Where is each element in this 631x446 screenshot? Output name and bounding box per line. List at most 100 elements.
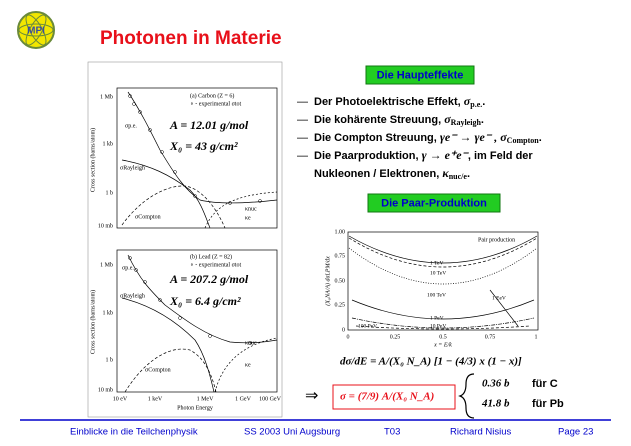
result-value: 0.36 b [482, 378, 510, 390]
text-part: . [467, 168, 470, 180]
curve-label: κe [245, 362, 251, 368]
text-part: p.e. [470, 100, 482, 109]
x-tick-label: 1 GeV [235, 396, 251, 402]
heading-box [365, 65, 475, 85]
curve-label: 1 EeV [492, 295, 506, 301]
footer-text: Richard Nisius [450, 427, 511, 438]
footer-text: Einblicke in die Teilchenphysik [70, 427, 198, 438]
plot-frame [116, 249, 278, 393]
x-tick-label: 100 GeV [259, 396, 281, 402]
text-part: γ → e⁺e⁻ [422, 148, 470, 162]
bullet: — [297, 96, 308, 108]
text-part: Die Compton Streuung, [314, 132, 440, 144]
x-tick-label: 0.25 [390, 334, 401, 340]
formula: A = 12.01 g/mol [169, 118, 249, 132]
text-part: γe⁻ → γe⁻ , σ [440, 130, 507, 144]
result-value: 41.8 b [481, 398, 510, 410]
figure-frame [87, 61, 283, 418]
x-tick-label: 0.75 [485, 334, 496, 340]
plot-title: Pair production [478, 237, 515, 243]
legend: ∘ - experimental σtot [190, 101, 241, 107]
text-part: . [481, 114, 484, 126]
y-tick-label: 0.25 [335, 302, 346, 308]
bullet: — [297, 132, 308, 144]
heading: Die Paar-Produktion [381, 197, 487, 209]
y-tick-label: 0.75 [335, 253, 346, 259]
curve-label: σRayleigh [120, 165, 145, 171]
curve-label: κe [245, 215, 251, 221]
y-tick-label: 1 kb [103, 310, 114, 316]
curve-label: 1 TeV [430, 260, 443, 266]
effects-list: — Der Photoelektrische Effekt, σp.e.. — Die… [297, 94, 542, 181]
footer-text: T03 [384, 427, 400, 438]
formula: σ = (7/9) A/(X₀ N_A) [340, 391, 434, 403]
curve-label: σRayleigh [120, 293, 145, 299]
arrow: ⇒ [305, 388, 318, 405]
text-part: Die kohärente Streuung, [314, 114, 444, 126]
effect-item: Die Paarproduktion, γ → e⁺e⁻, im Feld de… [314, 148, 533, 162]
curves [348, 235, 538, 330]
curves [121, 91, 278, 393]
x-axis-label: Photon Energy [177, 405, 213, 411]
x-axis-label: x = E/k [433, 342, 452, 348]
text-part: . [539, 132, 542, 144]
text-part: Rayleigh [451, 118, 482, 127]
curve-label: 10 TeV [430, 270, 446, 276]
curve-label: σCompton [135, 214, 161, 220]
text-part: , im Feld der [468, 150, 534, 162]
plot-frame [116, 87, 278, 229]
curve-label: κnuc [245, 206, 257, 212]
x-tick-label: 10 eV [113, 396, 128, 402]
curve-label: 100 TeV [427, 292, 446, 298]
logo: MPI [17, 11, 55, 49]
curve-label: σCompton [145, 367, 171, 373]
formula: dσ/dE = A/(X₀ N_A) [1 − (4/3) x (1 − x)] [340, 356, 522, 368]
heading-box [367, 193, 501, 213]
y-axis-label: Cross section (barns/atom) [89, 128, 96, 192]
effect-item: Nukleonen / Elektronen, κnuc/e. [314, 166, 470, 181]
y-tick-label: 1 b [106, 357, 114, 363]
curve-label: 10 PeV [430, 323, 446, 329]
y-tick-label: 10 mb [98, 387, 113, 393]
curve-label: σp.e. [122, 265, 134, 271]
panel-label: (b) Lead (Z = 82) [190, 253, 232, 260]
curve-label: 1 PeV [430, 315, 444, 321]
result-target: für Pb [532, 398, 564, 410]
formula: X₀ = 6.4 g/cm² [169, 294, 241, 308]
formula: X₀ = 43 g/cm² [169, 139, 238, 153]
y-tick-label: 10 mb [98, 223, 113, 229]
footer-text: Page 23 [558, 427, 593, 438]
logo-text: MPI [27, 26, 45, 37]
heading: Die Haupteffekte [377, 69, 464, 81]
text-part: nuc/e [449, 172, 468, 181]
plot-frame [347, 231, 539, 331]
y-axis-label: (X₀NA/A) dσLPM/dx [324, 256, 331, 306]
y-tick-label: 1 kb [103, 141, 114, 147]
y-tick-label: 0.50 [335, 278, 346, 284]
y-tick-label: 1.00 [335, 229, 346, 235]
text-part: σ [444, 112, 451, 126]
result-box [332, 384, 456, 410]
text-part: σ [464, 94, 471, 108]
result-target: für C [532, 378, 558, 390]
curve-label: κnuc [245, 340, 257, 346]
effect-item: Die Compton Streuung, γe⁻ → γe⁻ , σCompt… [314, 130, 542, 145]
y-axis-label: Cross section (barns/atom) [89, 290, 96, 354]
y-tick-label: 0 [342, 327, 345, 333]
footer-text: SS 2003 Uni Augsburg [244, 427, 340, 438]
text-part: Nukleonen / Elektronen, [314, 168, 442, 180]
effect-item: Der Photoelektrische Effekt, σp.e.. [314, 94, 485, 109]
x-tick-label: 1 keV [148, 396, 163, 402]
text-part: Compton [507, 136, 540, 145]
effect-item: Die kohärente Streuung, σRayleigh. [314, 112, 484, 127]
legend: ∘ - experimental σtot [190, 262, 241, 268]
bullet: — [297, 114, 308, 126]
text-part: Die Paarproduktion, [314, 150, 422, 162]
curve-label: 100 PeV [358, 323, 377, 329]
text-part: . [482, 96, 485, 108]
bullet: — [297, 150, 308, 162]
x-tick-label: 1 MeV [197, 396, 214, 402]
x-tick-label: 0.5 [439, 334, 447, 340]
title: Photonen in Materie [100, 28, 282, 49]
